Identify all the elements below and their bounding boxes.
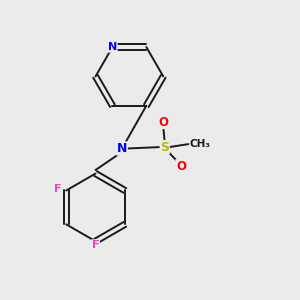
Text: N: N [117,142,127,155]
Text: O: O [158,116,168,128]
Text: F: F [92,240,99,250]
Text: S: S [160,141,169,154]
Text: F: F [54,184,62,194]
Text: O: O [176,160,186,173]
Text: N: N [108,42,117,52]
Text: CH₃: CH₃ [190,139,211,149]
